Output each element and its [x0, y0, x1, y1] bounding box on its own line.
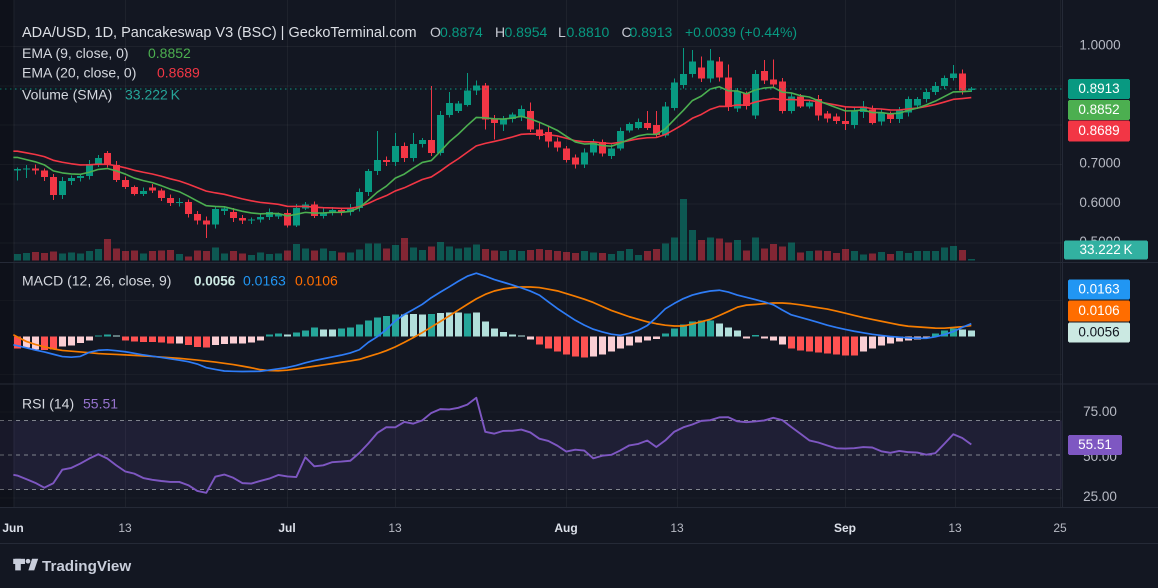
svg-text:1.0000: 1.0000: [1079, 38, 1120, 53]
svg-text:0.0163: 0.0163: [243, 273, 286, 289]
svg-text:0.0056: 0.0056: [194, 274, 236, 289]
svg-text:Jun: Jun: [2, 521, 23, 535]
svg-text:Jul: Jul: [278, 521, 295, 535]
svg-text:L: L: [558, 24, 566, 40]
svg-text:33.222 K: 33.222 K: [125, 86, 181, 102]
svg-text:0.8852: 0.8852: [1078, 102, 1119, 117]
svg-text:O: O: [430, 24, 441, 40]
svg-text:Sep: Sep: [834, 521, 856, 535]
svg-text:0.0106: 0.0106: [295, 273, 338, 289]
svg-text:33.222 K: 33.222 K: [1080, 242, 1133, 257]
svg-text:25: 25: [1053, 521, 1067, 535]
svg-text:0.0163: 0.0163: [1078, 282, 1119, 297]
svg-text:RSI (14): RSI (14): [22, 396, 74, 412]
svg-text:H: H: [495, 24, 505, 40]
svg-text:55.51: 55.51: [1078, 437, 1112, 452]
svg-text:MACD (12, 26, close, 9): MACD (12, 26, close, 9): [22, 273, 171, 289]
svg-text:0.8810: 0.8810: [567, 24, 610, 40]
svg-text:13: 13: [948, 521, 962, 535]
svg-text:13: 13: [670, 521, 684, 535]
svg-text:ADA/USD, 1D, Pancakeswap V3 (B: ADA/USD, 1D, Pancakeswap V3 (BSC) | Geck…: [22, 25, 417, 41]
svg-text:55.51: 55.51: [83, 396, 118, 412]
svg-text:0.8874: 0.8874: [440, 24, 483, 40]
svg-text:Aug: Aug: [554, 521, 577, 535]
svg-text:0.8852: 0.8852: [148, 45, 191, 61]
svg-text:0.0106: 0.0106: [1078, 303, 1119, 318]
svg-text:13: 13: [118, 521, 132, 535]
svg-text:0.8913: 0.8913: [1078, 81, 1119, 96]
svg-text:13: 13: [388, 521, 402, 535]
svg-text:C: C: [622, 24, 632, 40]
svg-text:Volume (SMA): Volume (SMA): [22, 86, 112, 102]
svg-text:EMA (20, close, 0): EMA (20, close, 0): [22, 65, 136, 81]
svg-text:EMA (9, close, 0): EMA (9, close, 0): [22, 45, 129, 61]
svg-text:0.8913: 0.8913: [630, 24, 673, 40]
svg-text:+0.0039 (+0.44%): +0.0039 (+0.44%): [685, 24, 797, 40]
svg-text:0.8689: 0.8689: [1078, 123, 1119, 138]
svg-text:0.0056: 0.0056: [1078, 325, 1119, 340]
svg-text:TradingView: TradingView: [42, 558, 131, 575]
svg-text:25.00: 25.00: [1083, 489, 1117, 504]
svg-text:0.8954: 0.8954: [505, 24, 548, 40]
svg-text:0.6000: 0.6000: [1079, 195, 1120, 210]
svg-text:0.7000: 0.7000: [1079, 156, 1120, 171]
svg-text:75.00: 75.00: [1083, 404, 1117, 419]
svg-text:0.8689: 0.8689: [157, 65, 200, 81]
